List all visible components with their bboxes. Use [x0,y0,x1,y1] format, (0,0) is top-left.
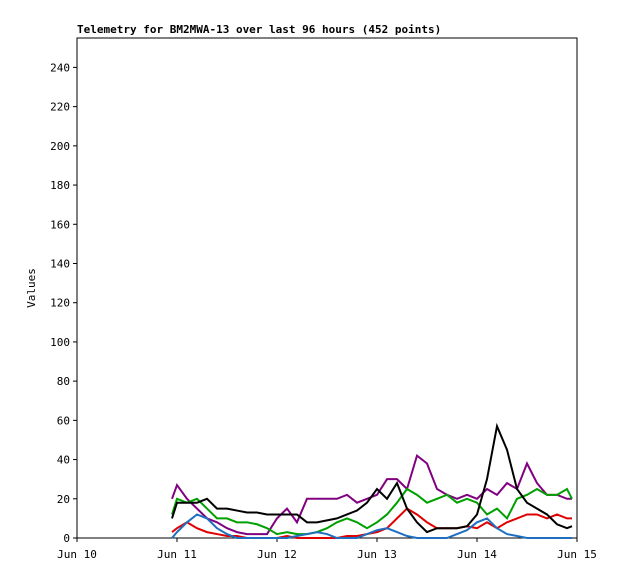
series-line [171,487,573,536]
y-tick-label: 60 [57,414,70,427]
x-tick-label: Jun 12 [257,548,297,561]
x-tick-label: Jun 11 [157,548,197,561]
x-tick-label: Jun 15 [557,548,597,561]
x-tick-label: Jun 13 [357,548,397,561]
y-tick-label: 180 [50,179,70,192]
plot-frame [76,37,578,539]
chart-title: Telemetry for BM2MWA-13 over last 96 hou… [77,23,441,36]
x-tick-label: Jun 14 [457,548,497,561]
series-line [171,507,572,539]
x-tick-label: Jun 10 [57,548,97,561]
y-tick-label: 120 [50,297,70,310]
y-tick-label: 220 [50,101,70,114]
y-axis-label: Values [25,268,38,308]
y-tick-label: 100 [50,336,70,349]
y-tick-label: 40 [57,454,70,467]
y-tick-label: 20 [57,493,70,506]
y-tick-label: 140 [50,257,70,270]
y-tick-label: 200 [50,140,70,153]
y-tick-label: 240 [50,61,70,74]
series-line [171,422,573,534]
y-tick-label: 160 [50,218,70,231]
y-tick-label: 80 [57,375,70,388]
y-tick-label: 0 [63,532,70,545]
series-line [171,513,572,539]
